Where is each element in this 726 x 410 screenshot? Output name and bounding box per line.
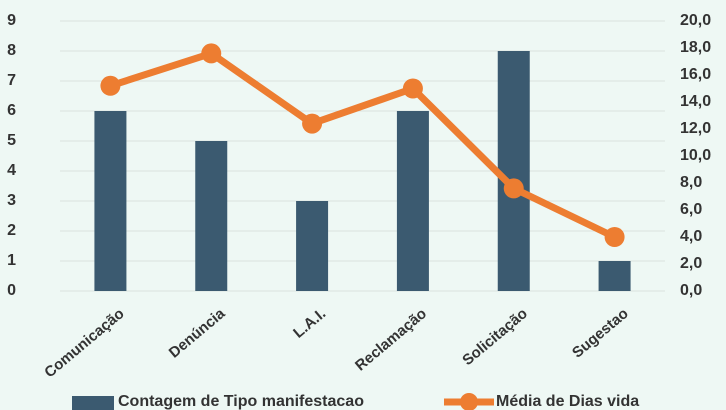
line-marker (503, 178, 524, 199)
line (109, 49, 617, 241)
y-tick-label: 0 (7, 282, 16, 299)
y2-tick-label: 18,0 (680, 39, 711, 56)
line-marker (100, 75, 121, 96)
y2-tick-label: 14,0 (680, 93, 711, 110)
legend-swatch (72, 396, 114, 410)
y2-tick-label: 8,0 (680, 174, 702, 191)
y-tick-label: 6 (7, 102, 16, 119)
x-tick-label: Solicitação (459, 305, 531, 369)
bar (296, 201, 329, 291)
y-tick-label: 7 (7, 72, 16, 89)
legend-label: Contagem de Tipo manifestacao (118, 393, 364, 410)
legend-label: Média de Dias vida (496, 393, 639, 410)
x-tick-label: Denúncia (166, 305, 229, 362)
y2-tick-label: 16,0 (680, 66, 711, 83)
bar (396, 111, 429, 291)
y-tick-label: 3 (7, 192, 16, 209)
y2-tick-label: 12,0 (680, 120, 711, 137)
legend-swatch (460, 393, 478, 410)
y-tick-label: 2 (7, 222, 16, 239)
y-tick-label: 8 (7, 42, 16, 59)
line-marker (302, 113, 323, 134)
y-tick-label: 1 (7, 252, 16, 269)
line-marker (201, 43, 222, 64)
y2-tick-label: 4,0 (680, 228, 702, 245)
y-tick-label: 5 (7, 132, 16, 149)
y2-tick-label: 10,0 (680, 147, 711, 164)
x-tick-label: Reclamação (352, 305, 430, 374)
x-tick-label: Sugestao (569, 305, 632, 361)
line-marker (604, 227, 625, 247)
bar (598, 261, 631, 291)
y2-tick-label: 0,0 (680, 282, 702, 299)
y2-tick-label: 6,0 (680, 201, 702, 218)
bar (497, 51, 530, 291)
y-tick-label: 4 (7, 162, 16, 179)
bar (195, 141, 228, 291)
y2-tick-label: 2,0 (680, 255, 702, 272)
line-marker (402, 78, 423, 99)
x-tick-label: L.A.I. (290, 305, 329, 342)
x-tick-label: Comunicação (41, 305, 127, 381)
y2-tick-label: 20,0 (680, 12, 711, 29)
y-tick-label: 9 (7, 12, 16, 29)
bar (94, 111, 127, 291)
